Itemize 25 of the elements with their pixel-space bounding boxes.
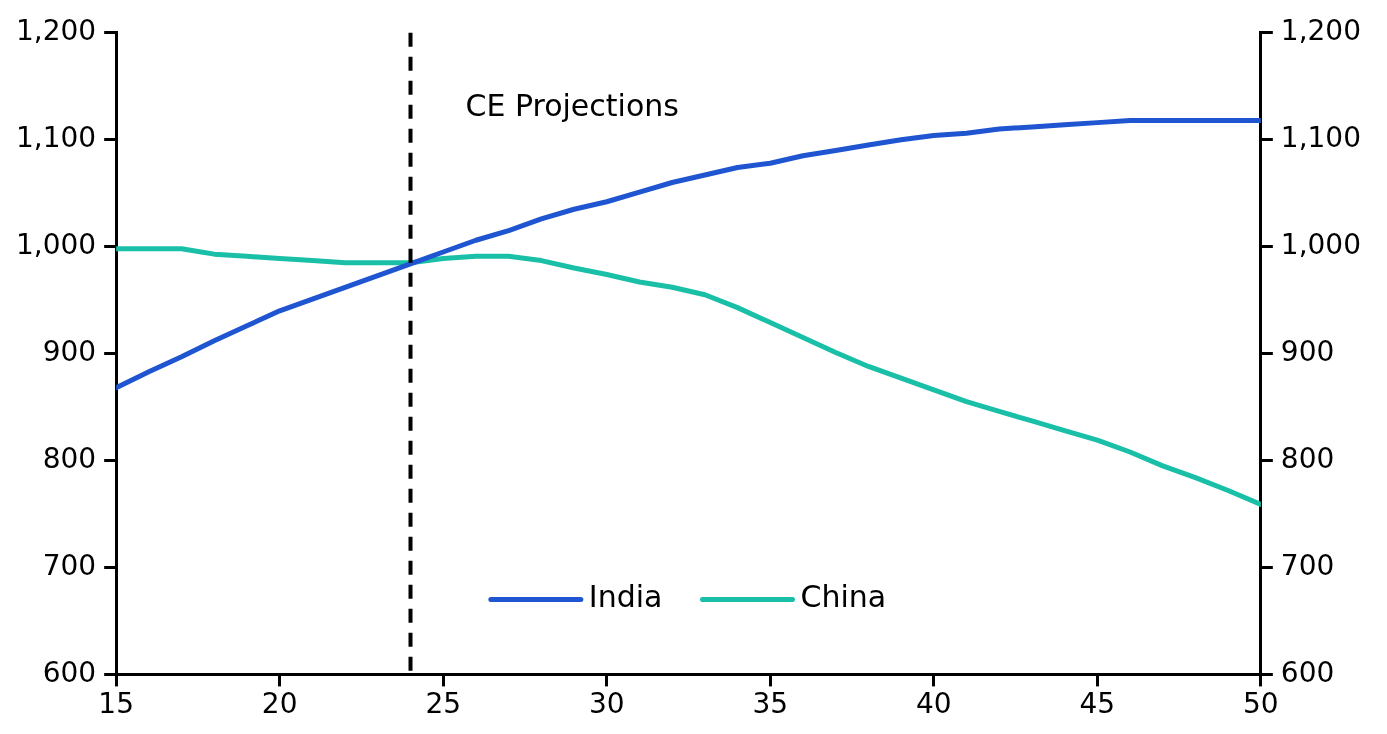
y-tick-label: 1,200 bbox=[15, 14, 97, 48]
x-tick-label: 40 bbox=[915, 687, 952, 721]
ref-line-label: CE Projections bbox=[465, 87, 679, 123]
legend-label: India bbox=[588, 579, 663, 615]
x-tick-label: 25 bbox=[425, 687, 462, 721]
y-tick-label: 1,100 bbox=[15, 121, 97, 155]
x-tick-label: 35 bbox=[752, 687, 789, 721]
y-tick-label: 600 bbox=[42, 655, 97, 689]
y2-tick-label: 900 bbox=[1280, 334, 1335, 368]
y-tick-label: 800 bbox=[42, 441, 97, 475]
y2-tick-label: 1,100 bbox=[1280, 121, 1362, 155]
x-tick-label: 50 bbox=[1243, 687, 1279, 721]
x-tick-label: 30 bbox=[588, 687, 625, 721]
y2-tick-label: 800 bbox=[1280, 441, 1335, 475]
y-tick-label: 700 bbox=[42, 548, 97, 582]
y2-tick-label: 700 bbox=[1280, 548, 1335, 582]
x-tick-label: 45 bbox=[1079, 687, 1116, 721]
x-tick-label: 15 bbox=[98, 687, 134, 721]
y-tick-label: 1,000 bbox=[15, 227, 97, 261]
y2-tick-label: 1,200 bbox=[1280, 14, 1362, 48]
y-tick-label: 900 bbox=[42, 334, 97, 368]
y2-tick-label: 600 bbox=[1280, 655, 1335, 689]
legend-label: China bbox=[800, 579, 887, 615]
y2-tick-label: 1,000 bbox=[1280, 227, 1362, 261]
x-tick-label: 20 bbox=[261, 687, 298, 721]
